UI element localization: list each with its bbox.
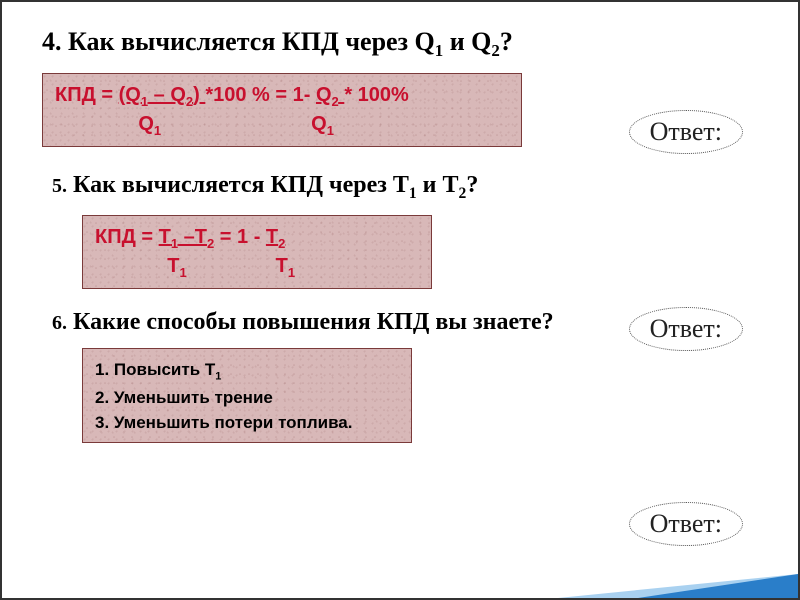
answer-label-3: Ответ: xyxy=(629,502,743,546)
q5-f1-u1s1: 1 xyxy=(171,236,178,251)
q4-f1-u1: (Q1 – Q2) xyxy=(119,84,206,106)
formula-box-q6: 1. Повысить Т1 2. Уменьшить трение 3. Ум… xyxy=(82,348,412,443)
slide: 4. Как вычисляется КПД через Q1 и Q2? КП… xyxy=(0,0,800,600)
q5-f1-mid: = 1 - xyxy=(214,226,266,248)
q4-f1-u2: Q2 xyxy=(316,84,344,106)
q5-text-suffix: ? xyxy=(466,172,478,198)
q5-f1-pre: КПД = xyxy=(95,226,159,248)
q5-f1-u1m: –Т xyxy=(178,226,207,248)
q6-item2: 2. Уменьшить трение xyxy=(95,385,399,411)
q4-f2-s2: 1 xyxy=(327,123,334,138)
q5-number: 5. xyxy=(52,175,67,197)
q4-f1-mid: *100 % = 1- xyxy=(205,84,316,106)
q5-formula-line1: КПД = Т1 –Т2 = 1 - Т2 xyxy=(95,224,419,253)
q5-text-mid: и Т xyxy=(417,172,459,198)
q4-f1-u1e: ) xyxy=(193,84,205,106)
q5-formula-line2: Т1 Т1 xyxy=(95,253,419,282)
q6-item3: 3. Уменьшить потери топлива. xyxy=(95,410,399,436)
q4-text-prefix: Как вычисляется КПД через Q xyxy=(62,27,435,56)
q5-f2-p1: Т xyxy=(95,255,179,277)
q5-f2-s2: 1 xyxy=(288,265,295,280)
q6-text: Какие способы повышения КПД вы знаете? xyxy=(67,309,554,335)
q5-text-prefix: Как вычисляется КПД через Т xyxy=(67,172,409,198)
q4-f1-u1s1: 1 xyxy=(141,94,148,109)
formula-box-q5: КПД = Т1 –Т2 = 1 - Т2 Т1 Т1 xyxy=(82,215,432,289)
q4-formula-line2: Q1 Q1 xyxy=(55,111,509,140)
q5-f1-u1a: Т xyxy=(159,226,171,248)
q6-i3-num: 3. xyxy=(95,413,109,432)
q4-f1-end: * 100% xyxy=(344,84,409,106)
corner-accent-dark xyxy=(638,574,798,598)
q6-i2-text: Уменьшить трение xyxy=(109,388,273,407)
q6-i3-text: Уменьшить потери топлива. xyxy=(109,413,352,432)
q4-f1-pre: КПД = xyxy=(55,84,119,106)
answer-label-1: Ответ: xyxy=(629,110,743,154)
q5-f2-s1: 1 xyxy=(179,265,186,280)
q4-f1-u2s: 2 xyxy=(332,94,339,109)
q6-number: 6. xyxy=(52,312,67,334)
q4-f2-p2: Q xyxy=(161,113,327,135)
q4-f1-u1m: – Q xyxy=(148,84,186,106)
answer-label-2: Ответ: xyxy=(629,307,743,351)
q6-i1-num: 1. xyxy=(95,360,109,379)
q5-f1-u1: Т1 –Т2 xyxy=(159,226,215,248)
q6-item1: 1. Повысить Т1 xyxy=(95,357,399,385)
q4-f1-u1a: (Q xyxy=(119,84,141,106)
q4-formula-line1: КПД = (Q1 – Q2) *100 % = 1- Q2 * 100% xyxy=(55,82,509,111)
question-5: 5. Как вычисляется КПД через Т1 и Т2? xyxy=(52,172,773,203)
q6-i2-num: 2. xyxy=(95,388,109,407)
q4-sub2: 2 xyxy=(491,41,499,60)
q4-text-suffix: ? xyxy=(500,27,513,56)
q5-sub1: 1 xyxy=(409,185,417,202)
q4-number: 4. xyxy=(42,27,62,56)
q6-i1-sub: 1 xyxy=(215,370,221,382)
q5-f2-p2: Т xyxy=(187,255,288,277)
q4-sub1: 1 xyxy=(435,41,443,60)
q5-f1-u2: Т2 xyxy=(266,226,285,248)
q5-f1-u2s: 2 xyxy=(278,236,285,251)
q5-f1-u2a: Т xyxy=(266,226,278,248)
formula-box-q4: КПД = (Q1 – Q2) *100 % = 1- Q2 * 100% Q1… xyxy=(42,73,522,147)
question-4: 4. Как вычисляется КПД через Q1 и Q2? xyxy=(42,27,773,61)
q4-f2-p1: Q xyxy=(55,113,154,135)
q6-i1-text: Повысить Т xyxy=(109,360,215,379)
q4-text-mid: и Q xyxy=(443,27,491,56)
q4-f1-u2a: Q xyxy=(316,84,332,106)
